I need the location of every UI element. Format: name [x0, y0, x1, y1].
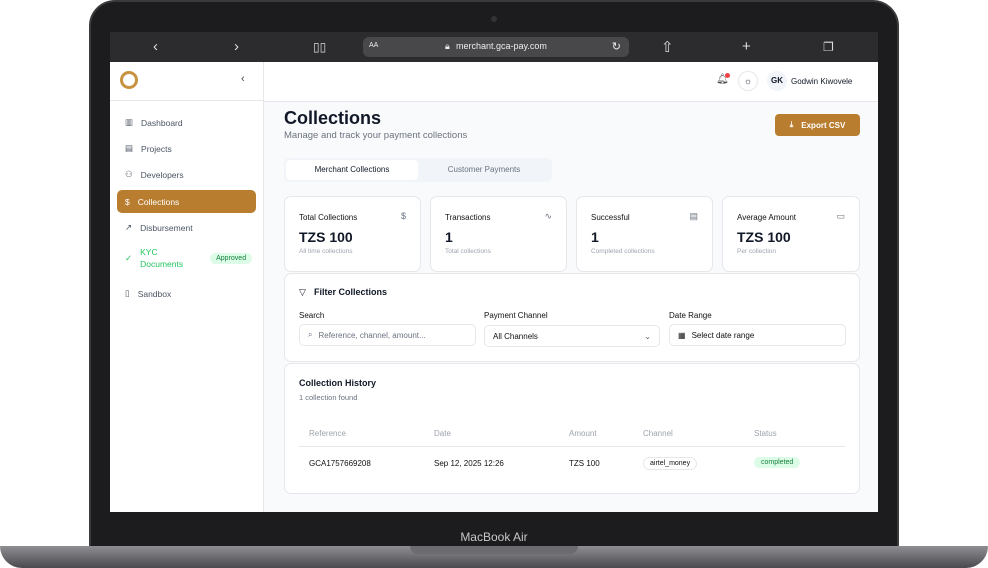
activity-icon: ∿ [544, 211, 552, 221]
check-circle-icon: ✓ [125, 252, 133, 263]
dollar-icon: $ [400, 211, 406, 221]
search-icon: ⌕ [308, 330, 313, 339]
collection-history-card: Collection History 1 collection found Re… [284, 363, 860, 494]
filter-card: ▽ Filter Collections Search ⌕ Reference, … [284, 273, 860, 362]
credit-card-icon: ▭ [836, 211, 845, 221]
sidebar-item-dashboard[interactable]: ▥ Dashboard [125, 117, 183, 128]
sidebar: ‹ ▥ Dashboard ▤ Projects ⚇ Developers $ Coll… [110, 62, 264, 512]
date-range-picker[interactable]: ▦ Select date range [669, 324, 846, 346]
status-badge: completed [754, 457, 801, 468]
share-icon[interactable]: ⇧ [661, 39, 674, 56]
tab-merchant-collections[interactable]: Merchant Collections [286, 160, 418, 180]
page-title: Collections [284, 108, 382, 128]
device-label: MacBook Air [460, 530, 528, 544]
stat-card-average-amount: Average Amount ▭ TZS 100 Per collection [722, 196, 860, 272]
export-csv-button[interactable]: ⤓ Export CSV [775, 114, 860, 136]
text-size-button[interactable]: AA [369, 42, 379, 49]
user-name[interactable]: Godwin Kiwovele [791, 77, 853, 86]
forward-icon[interactable]: › [234, 38, 239, 55]
screen: ‹ › ▯▯ AA 🔒︎ merchant.gca-pay.com ↻ ⇧ + … [110, 32, 878, 512]
tab-bar: Merchant Collections Customer Payments [284, 158, 552, 182]
sidebar-item-sandbox[interactable]: ▯ Sandbox [125, 288, 172, 299]
camera [491, 16, 497, 22]
laptop-notch [410, 546, 578, 554]
channel-badge: airtel_money [643, 457, 698, 470]
stat-card-successful: Successful ▤ 1 Completed collections [576, 196, 713, 272]
history-title: Collection History [299, 378, 377, 388]
bookmarks-icon[interactable]: ▯▯ [313, 40, 327, 54]
back-icon[interactable]: ‹ [153, 38, 158, 55]
page-subtitle: Manage and track your payment collection… [284, 130, 468, 141]
column-header-amount[interactable]: Amount [569, 429, 597, 438]
sidebar-item-developers[interactable]: ⚇ Developers [125, 169, 184, 180]
url-text: merchant.gca-pay.com [456, 41, 547, 51]
bell-icon[interactable]: 🔔︎ [716, 74, 729, 85]
column-header-reference[interactable]: Reference [309, 429, 346, 438]
chevron-down-icon: ⌄ [644, 331, 651, 341]
lock-icon: 🔒︎ [445, 41, 450, 51]
new-tab-icon[interactable]: + [742, 38, 751, 55]
phone-icon: ▯ [125, 288, 130, 298]
notification-dot [725, 73, 730, 78]
divider [110, 100, 264, 101]
dollar-icon: $ [125, 196, 130, 207]
browser-toolbar: ‹ › ▯▯ AA 🔒︎ merchant.gca-pay.com ↻ ⇧ + … [110, 32, 878, 62]
users-icon: ⚇ [125, 169, 133, 179]
reload-icon[interactable]: ↻ [611, 41, 621, 53]
address-bar[interactable]: AA 🔒︎ merchant.gca-pay.com ↻ [363, 37, 629, 57]
avatar[interactable]: GK [767, 71, 787, 91]
arrow-up-right-icon: ↗ [125, 222, 133, 232]
sidebar-item-kyc-documents[interactable]: ✓ KYC Documents Approved [117, 242, 256, 274]
divider [299, 446, 845, 447]
search-input[interactable]: ⌕ Reference, channel, amount... [299, 324, 476, 346]
tab-customer-payments[interactable]: Customer Payments [447, 165, 521, 174]
tabs-icon[interactable]: ❐ [823, 40, 834, 54]
payment-channel-select[interactable]: All Channels ⌄ [484, 325, 660, 347]
filter-title: Filter Collections [314, 287, 388, 297]
kyc-status-badge: Approved [210, 252, 253, 264]
filter-icon: ▽ [299, 287, 306, 297]
theme-toggle-sun-icon[interactable]: ☼ [738, 71, 758, 91]
briefcase-icon: ▤ [125, 143, 134, 153]
logo [120, 71, 138, 89]
bar-chart-icon: ▥ [125, 117, 134, 127]
history-count: 1 collection found [299, 393, 358, 402]
column-header-channel[interactable]: Channel [643, 429, 673, 438]
collapse-sidebar-icon[interactable]: ‹ [241, 73, 245, 85]
download-icon: ⤓ [789, 120, 794, 129]
briefcase-icon: ▤ [689, 211, 698, 221]
top-bar: 🔔︎ ☼ GK Godwin Kiwovele [264, 62, 878, 102]
laptop-base [0, 546, 988, 568]
column-header-date[interactable]: Date [434, 429, 451, 438]
column-header-status[interactable]: Status [754, 429, 777, 438]
sidebar-item-disbursement[interactable]: ↗ Disbursement [125, 222, 193, 233]
calendar-icon: ▦ [678, 330, 686, 340]
stat-card-transactions: Transactions ∿ 1 Total collections [430, 196, 567, 272]
stat-card-total-collections: Total Collections $ TZS 100 All time collec… [284, 196, 421, 272]
sidebar-item-collections[interactable]: $ Collections [117, 190, 256, 213]
sidebar-item-projects[interactable]: ▤ Projects [125, 143, 172, 154]
